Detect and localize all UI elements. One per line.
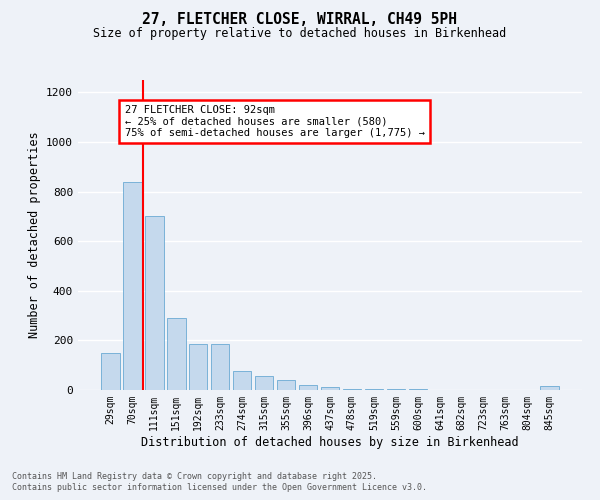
- Text: Contains public sector information licensed under the Open Government Licence v3: Contains public sector information licen…: [12, 484, 427, 492]
- Bar: [145, 216, 164, 390]
- Text: 27, FLETCHER CLOSE, WIRRAL, CH49 5PH: 27, FLETCHER CLOSE, WIRRAL, CH49 5PH: [143, 12, 458, 28]
- Bar: [541, 386, 559, 390]
- Y-axis label: Number of detached properties: Number of detached properties: [28, 132, 41, 338]
- Bar: [343, 389, 361, 390]
- Bar: [233, 372, 251, 390]
- Bar: [299, 385, 317, 390]
- Bar: [386, 389, 405, 390]
- Bar: [365, 389, 383, 390]
- Bar: [189, 344, 208, 390]
- Bar: [277, 380, 295, 390]
- Text: Size of property relative to detached houses in Birkenhead: Size of property relative to detached ho…: [94, 28, 506, 40]
- Text: Contains HM Land Registry data © Crown copyright and database right 2025.: Contains HM Land Registry data © Crown c…: [12, 472, 377, 481]
- Bar: [320, 387, 340, 390]
- Bar: [123, 182, 142, 390]
- Text: 27 FLETCHER CLOSE: 92sqm
← 25% of detached houses are smaller (580)
75% of semi-: 27 FLETCHER CLOSE: 92sqm ← 25% of detach…: [125, 105, 425, 138]
- X-axis label: Distribution of detached houses by size in Birkenhead: Distribution of detached houses by size …: [141, 436, 519, 448]
- Bar: [255, 376, 274, 390]
- Bar: [167, 318, 185, 390]
- Bar: [101, 354, 119, 390]
- Bar: [211, 344, 229, 390]
- Bar: [409, 389, 427, 390]
